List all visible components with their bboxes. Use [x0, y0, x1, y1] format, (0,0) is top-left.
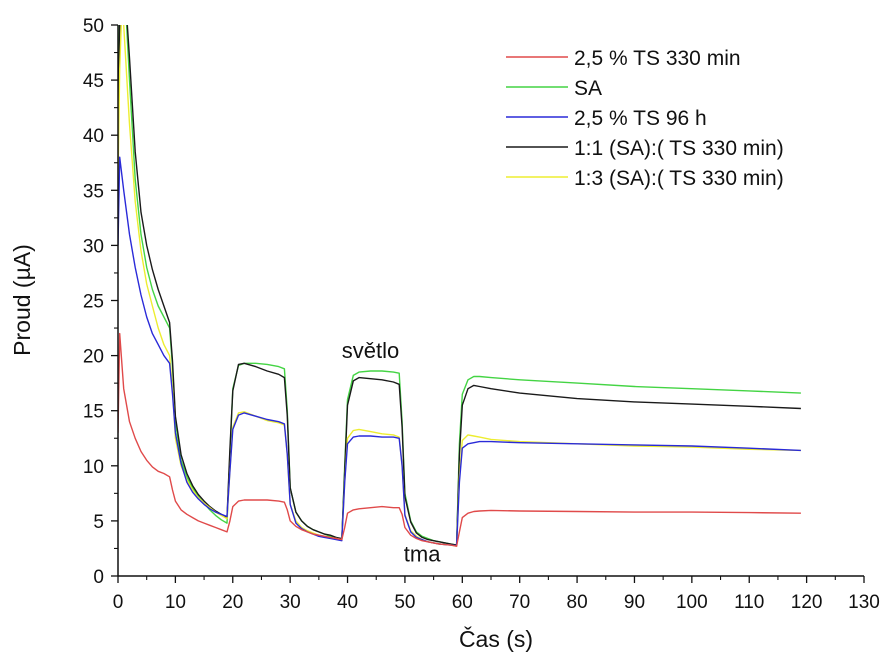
- x-tick-label: 50: [394, 592, 415, 613]
- x-tick-label: 30: [280, 592, 301, 613]
- x-tick-label: 80: [567, 592, 588, 613]
- series-lines: [118, 25, 801, 547]
- annotation-svetlo: světlo: [342, 338, 399, 363]
- y-tick-label: 20: [83, 347, 104, 368]
- x-tick-label: 130: [848, 592, 880, 613]
- legend-label: 1:1 (SA):( TS 330 min): [574, 137, 784, 160]
- legend-label: 1:3 (SA):( TS 330 min): [574, 167, 784, 190]
- x-tick-label: 20: [222, 592, 243, 613]
- x-tick-label: 70: [509, 592, 530, 613]
- x-tick-label: 10: [165, 592, 186, 613]
- y-tick-label: 25: [83, 292, 104, 313]
- x-axis-title: Čas (s): [459, 625, 533, 652]
- y-tick-label: 35: [83, 181, 104, 202]
- y-axis-title: Proud (µA): [9, 244, 35, 356]
- legend: 2,5 % TS 330 min SA 2,5 % TS 96 h 1:1 (SA):…: [506, 47, 784, 190]
- x-tick-label: 100: [676, 592, 708, 613]
- legend-label: 2,5 % TS 96 h: [574, 107, 707, 130]
- y-tick-label: 0: [93, 567, 104, 588]
- y-tick-label: 5: [93, 512, 104, 533]
- series-line-0: [118, 332, 801, 547]
- series-line-2: [118, 156, 801, 547]
- y-tick-label: 10: [83, 457, 104, 478]
- x-tick-label: 40: [337, 592, 358, 613]
- x-tick-label: 110: [734, 592, 764, 613]
- y-tick-label: 40: [83, 126, 104, 147]
- x-tick-label: 120: [791, 592, 823, 613]
- ticks: 0 10 20 30 40 50 60 70 80 90 100 110 120 130 0 5 10 15 20 2…: [83, 16, 880, 613]
- legend-label: SA: [574, 77, 602, 100]
- x-tick-label: 60: [452, 592, 473, 613]
- y-tick-label: 15: [83, 402, 104, 423]
- axes: [117, 25, 864, 577]
- x-tick-label: 0: [113, 592, 124, 613]
- y-tick-label: 45: [83, 71, 104, 92]
- y-tick-label: 30: [83, 236, 104, 257]
- y-tick-label: 50: [83, 16, 104, 37]
- legend-label: 2,5 % TS 330 min: [574, 47, 741, 70]
- series-line-3: [118, 25, 801, 546]
- annotation-tma: tma: [404, 542, 441, 567]
- x-tick-label: 90: [624, 592, 645, 613]
